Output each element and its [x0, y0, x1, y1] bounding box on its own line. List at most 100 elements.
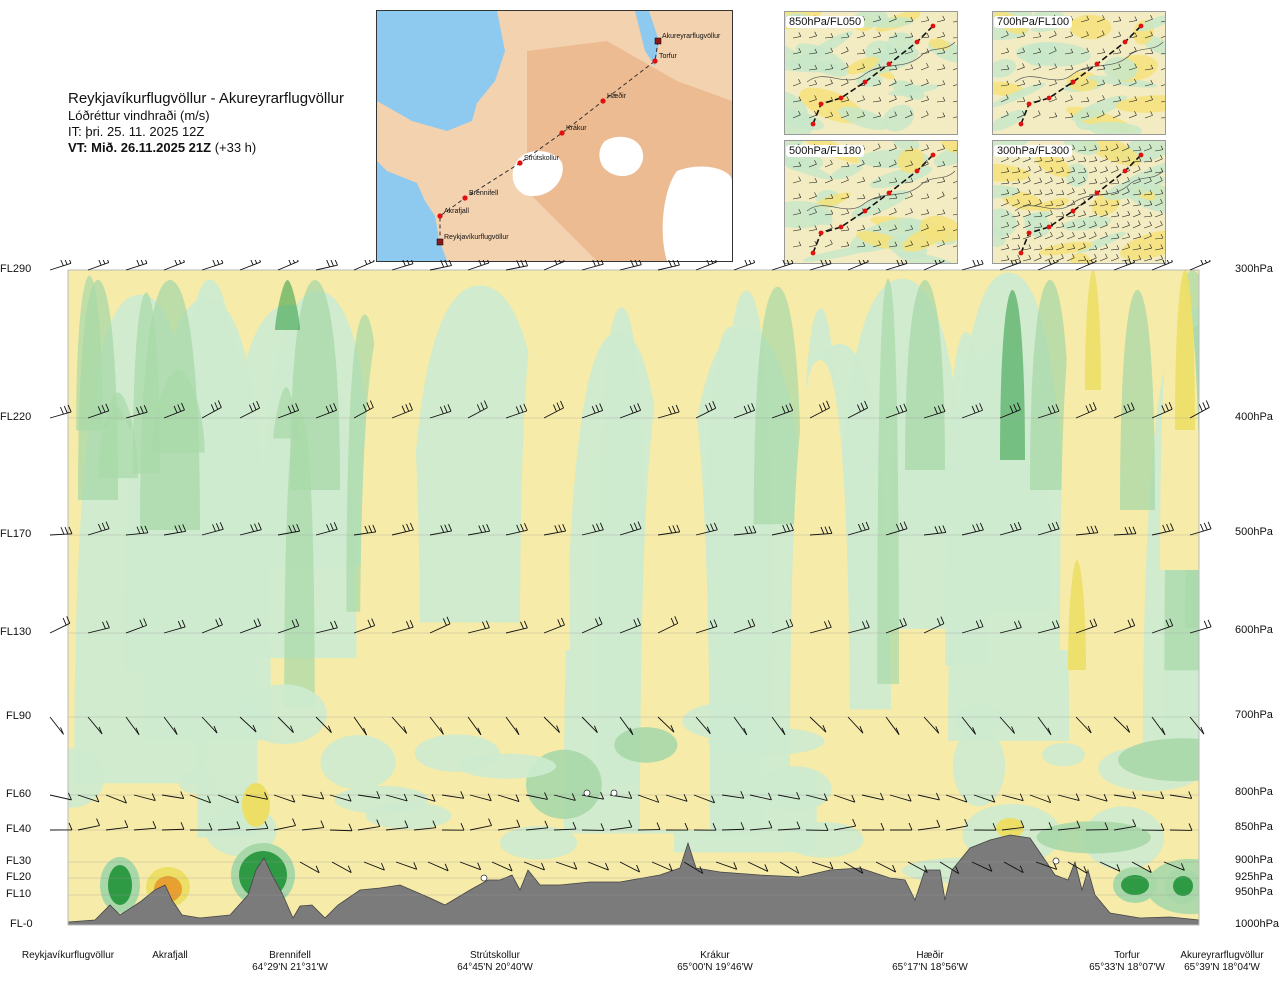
- wind-barb-flag: [862, 63, 865, 68]
- wind-barb-flag: [814, 64, 818, 70]
- panel-850hpa[interactable]: 850hPa/FL050: [784, 11, 958, 135]
- wind-barb-feather: [371, 618, 376, 626]
- panel-route-point: [1094, 190, 1100, 196]
- wind-barb-staff: [201, 624, 223, 634]
- wind-barb: [936, 84, 945, 87]
- wind-barb-flag: [1118, 31, 1121, 36]
- station-coordinates: 65°33'N 18°07'W: [1089, 962, 1165, 973]
- panel-shading: [1039, 241, 1093, 256]
- vertical-wind-band: [520, 290, 570, 650]
- low-level-cell: [241, 684, 327, 745]
- wind-barb: [952, 37, 957, 39]
- wind-barb-flag: [1039, 177, 1042, 182]
- wind-barb-feather: [972, 727, 976, 735]
- pressure-level-label: 800hPa: [1235, 786, 1273, 798]
- panel-shading: [1061, 216, 1112, 231]
- route-map[interactable]: Akureyrarflugvöllur Torfur Hæðir Krákur Strú…: [376, 10, 733, 262]
- low-level-cell: [178, 771, 216, 794]
- wind-barb-staff: [277, 261, 299, 271]
- wind-barb-feather: [556, 725, 560, 733]
- wind-barb-flag: [1061, 231, 1064, 237]
- wind-barb-flag: [830, 209, 834, 215]
- wind-barb-feather: [221, 260, 224, 264]
- wind-barb-feather: [1126, 725, 1131, 733]
- wind-barb-staff: [353, 531, 376, 536]
- wind-barb-feather: [1095, 260, 1097, 262]
- wind-barb-feather: [975, 404, 980, 412]
- wind-barb-feather: [218, 617, 223, 625]
- wind-barb: [1088, 160, 1097, 163]
- wind-barb: [872, 115, 881, 119]
- panel-700hpa[interactable]: 700hPa/FL100: [992, 11, 1166, 135]
- wind-barb-flag: [830, 47, 833, 52]
- wind-barb: [824, 227, 833, 232]
- wind-barb-flag: [942, 209, 946, 214]
- wind-barb-flag: [1160, 154, 1163, 159]
- panel-500hpa[interactable]: 500hPa/FL180: [784, 140, 958, 264]
- wind-barb-feather: [903, 403, 908, 411]
- wind-barb-flag: [1054, 112, 1058, 117]
- wind-barb-feather: [1051, 405, 1056, 413]
- wind-barb-feather: [1160, 823, 1165, 831]
- wind-barb-feather: [791, 260, 794, 264]
- vertical-wind-band: [1175, 270, 1195, 430]
- wind-barb-staff: [961, 626, 984, 634]
- wind-barb-flag: [1070, 112, 1074, 118]
- wind-barb-flag: [846, 193, 850, 198]
- wind-barb-feather: [431, 794, 436, 802]
- updraft-core: [1173, 876, 1193, 896]
- wind-barb-staff: [87, 627, 110, 634]
- wind-barb-feather: [1128, 260, 1132, 264]
- wind-barb-feather: [751, 403, 756, 411]
- wind-barb-staff: [961, 529, 984, 536]
- panel-shading: [993, 109, 1026, 131]
- wind-barb-staff: [1075, 716, 1092, 734]
- wind-barb-feather: [820, 260, 824, 267]
- wind-barb-staff: [77, 825, 100, 831]
- wind-barb-flag: [830, 64, 834, 69]
- field-layer: [68, 270, 1199, 915]
- wind-barb-staff: [277, 530, 300, 536]
- station-label: Brennifell 64°29'N 21°31'W: [252, 950, 328, 974]
- wind-barb-staff: [973, 794, 995, 803]
- wind-barb-staff: [87, 262, 109, 271]
- wind-barb-flag: [798, 176, 801, 181]
- wind-barb: [1143, 258, 1152, 262]
- wind-barb-feather: [105, 521, 110, 529]
- wind-barb: [1160, 53, 1165, 55]
- wind-barb-flag: [942, 48, 946, 53]
- wind-barb-flag: [1127, 187, 1130, 192]
- wind-barb-feather: [934, 260, 938, 265]
- wind-barb: [792, 229, 801, 232]
- wind-barb-feather: [409, 619, 414, 628]
- route-point-label: Brennifell: [469, 190, 499, 197]
- wind-barb-staff: [945, 825, 968, 831]
- wind-barb-flag: [926, 177, 930, 182]
- wind-barb: [1011, 224, 1020, 229]
- panel-shading: [1065, 163, 1089, 187]
- wind-barb-feather: [1052, 260, 1056, 264]
- panel-300hpa[interactable]: 300hPa/FL300: [992, 140, 1166, 264]
- panel-shading: [1136, 14, 1165, 32]
- wind-barb-staff: [1057, 794, 1080, 802]
- wind-barb-feather: [1207, 619, 1212, 627]
- wind-barb: [1022, 203, 1031, 207]
- wind-barb: [824, 51, 833, 55]
- wind-barb: [1000, 214, 1009, 218]
- wind-barb-feather: [743, 405, 748, 414]
- wind-barb-feather: [934, 526, 939, 534]
- wind-barb: [808, 244, 817, 248]
- wind-barb-staff: [429, 716, 444, 735]
- wind-barb: [1011, 182, 1020, 185]
- wind-barb-feather: [964, 818, 969, 827]
- wind-barb-staff: [1189, 528, 1212, 536]
- wind-barb: [840, 82, 849, 87]
- wind-barb: [1080, 19, 1089, 23]
- wind-barb-feather: [250, 524, 254, 532]
- wind-barb: [1064, 98, 1073, 103]
- wind-barb-flag: [1072, 166, 1076, 172]
- wind-barb-flag: [894, 78, 897, 83]
- wind-barb-staff: [665, 794, 688, 802]
- wind-barb: [1160, 84, 1165, 87]
- wind-barb-feather: [515, 406, 520, 414]
